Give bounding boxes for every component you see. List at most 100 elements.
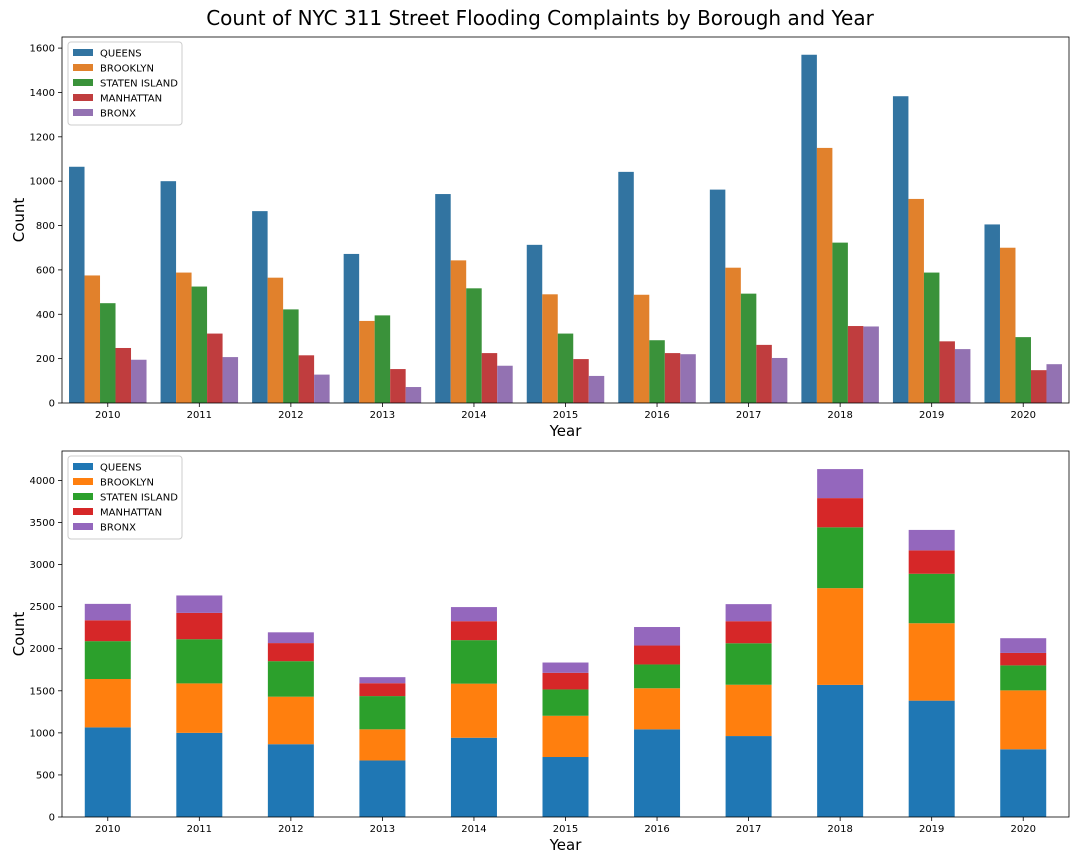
bar-brooklyn-2014: [450, 260, 467, 403]
stack-segment-staten-island-2010: [84, 641, 131, 680]
y-axis-label: Count: [10, 198, 28, 243]
stack-segment-brooklyn-2019: [908, 623, 955, 701]
bar-queens-2018: [801, 54, 817, 403]
stack-segment-manhattan-2017: [725, 621, 772, 644]
x-tick-label: 2018: [827, 824, 852, 835]
x-tick-label: 2019: [919, 410, 944, 421]
x-tick-label: 2014: [461, 410, 486, 421]
x-axis-label: Year: [549, 836, 583, 854]
stack-segment-staten-island-2012: [267, 661, 314, 697]
stack-segment-brooklyn-2016: [634, 688, 681, 730]
stack-segment-staten-island-2013: [359, 696, 406, 730]
stack-segment-brooklyn-2017: [725, 684, 772, 737]
bar-manhattan-2010: [115, 347, 132, 403]
legend-swatch: [73, 94, 93, 101]
legend-label: QUEENS: [100, 49, 142, 60]
stack-segment-staten-island-2016: [634, 664, 681, 689]
stack-segment-brooklyn-2013: [359, 729, 406, 761]
y-axis-label: Count: [10, 612, 28, 657]
x-tick-label: 2012: [278, 410, 303, 421]
grouped-bar-chart: 0 200 400 600 800 1000 1200 1400 1600 2010 2011 201…: [10, 36, 1070, 440]
bar-brooklyn-2010: [84, 275, 101, 403]
stack-segment-queens-2019: [908, 700, 955, 817]
bar-queens-2019: [892, 96, 909, 403]
legend: [67, 41, 183, 126]
stack-segment-bronx-2014: [450, 607, 497, 622]
bar-manhattan-2014: [481, 353, 498, 403]
bar-brooklyn-2020: [999, 247, 1016, 403]
legend-swatch: [73, 523, 93, 530]
stack-segment-manhattan-2020: [1000, 652, 1047, 666]
x-tick-label: 2016: [644, 824, 669, 835]
bar-manhattan-2012: [298, 355, 315, 403]
stack-segment-manhattan-2018: [817, 498, 864, 528]
stack-segment-staten-island-2018: [817, 527, 864, 589]
stack-segment-manhattan-2014: [450, 621, 497, 641]
legend-swatch: [73, 79, 93, 86]
legend-swatch: [73, 508, 93, 515]
bar-manhattan-2017: [756, 344, 772, 403]
x-tick-label: 2018: [827, 410, 852, 421]
stack-segment-staten-island-2011: [176, 639, 223, 684]
bar-staten-island-2011: [191, 286, 208, 403]
stack-segment-queens-2011: [176, 732, 223, 817]
bar-bronx-2011: [222, 357, 239, 403]
x-tick-label: 2019: [919, 824, 944, 835]
bar-brooklyn-2016: [633, 294, 650, 403]
y-tick-label: 800: [36, 221, 55, 232]
legend-label: BRONX: [100, 109, 136, 120]
y-tick-label: 600: [36, 265, 55, 276]
y-tick-label: 1500: [30, 686, 55, 697]
bar-bronx-2018: [863, 326, 879, 403]
legend-label: BRONX: [100, 523, 136, 534]
bar-bronx-2012: [314, 374, 330, 403]
stack-segment-manhattan-2019: [908, 550, 955, 574]
bar-bronx-2016: [680, 354, 696, 403]
x-tick-label: 2020: [1011, 410, 1036, 421]
stack-segment-staten-island-2015: [542, 689, 589, 716]
bar-bronx-2015: [588, 375, 605, 403]
bar-bronx-2017: [771, 357, 788, 403]
y-tick-label: 1400: [30, 88, 55, 99]
stack-segment-manhattan-2012: [267, 643, 314, 662]
stack-segment-queens-2012: [267, 744, 314, 817]
bar-staten-island-2020: [1015, 337, 1031, 403]
bar-manhattan-2018: [847, 326, 864, 403]
stack-segment-queens-2013: [359, 760, 406, 817]
stack-segment-queens-2014: [450, 737, 497, 817]
bar-queens-2015: [526, 244, 543, 403]
legend-label: MANHATTAN: [100, 508, 162, 519]
y-tick-label: 1000: [30, 177, 55, 188]
y-tick-label: 1000: [30, 728, 55, 739]
x-tick-label: 2010: [95, 824, 120, 835]
y-tick-label: 400: [36, 310, 55, 321]
bar-brooklyn-2011: [176, 272, 192, 403]
stack-segment-queens-2016: [634, 729, 681, 817]
x-tick-label: 2013: [370, 824, 395, 835]
bar-staten-island-2010: [100, 303, 116, 403]
stack-segment-brooklyn-2011: [176, 683, 223, 733]
legend-swatch: [73, 109, 93, 116]
bar-queens-2016: [618, 171, 634, 403]
bar-staten-island-2018: [832, 242, 848, 403]
stack-segment-bronx-2011: [176, 595, 223, 613]
stack-segment-brooklyn-2014: [450, 683, 497, 738]
bar-bronx-2020: [1046, 364, 1062, 403]
bar-staten-island-2015: [557, 333, 574, 403]
x-tick-label: 2013: [370, 410, 395, 421]
x-tick-label: 2010: [95, 410, 120, 421]
x-tick-label: 2011: [187, 824, 212, 835]
y-tick-label: 1200: [30, 132, 55, 143]
bar-brooklyn-2019: [908, 198, 924, 403]
stack-segment-brooklyn-2018: [817, 588, 864, 685]
bar-bronx-2013: [405, 387, 422, 403]
stack-segment-bronx-2016: [634, 627, 681, 646]
bar-queens-2011: [160, 181, 177, 403]
stack-segment-bronx-2013: [359, 677, 406, 684]
stack-segment-queens-2018: [817, 684, 864, 817]
bar-bronx-2010: [131, 359, 147, 403]
legend-label: BROOKLYN: [100, 478, 154, 489]
legend-label: STATEN ISLAND: [100, 493, 178, 504]
